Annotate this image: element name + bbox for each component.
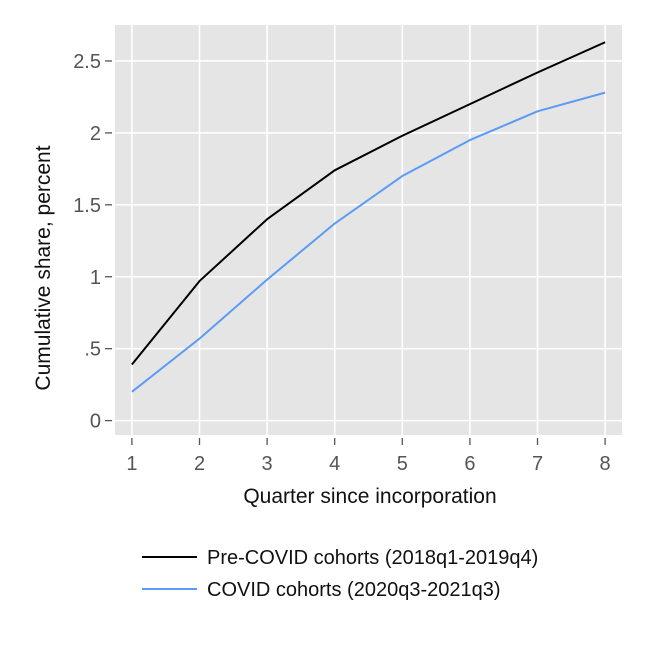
y-tick-label: 1 bbox=[90, 267, 101, 289]
y-tick-label: 2 bbox=[90, 123, 101, 145]
x-axis: 1 2 3 4 5 6 7 8 bbox=[126, 438, 611, 475]
x-tick-label: 1 bbox=[126, 453, 137, 475]
legend-label: COVID cohorts (2020q3-2021q3) bbox=[207, 579, 501, 601]
y-axis: 0 .5 1 1.5 2 2.5 bbox=[73, 51, 112, 433]
gridlines bbox=[115, 25, 622, 435]
plot-area bbox=[115, 25, 622, 435]
plot-background bbox=[115, 25, 622, 435]
legend: Pre-COVID cohorts (2018q1-2019q4) COVID c… bbox=[142, 547, 538, 601]
y-tick-label: .5 bbox=[84, 339, 101, 361]
x-tick-label: 2 bbox=[194, 453, 205, 475]
y-tick-label: 1.5 bbox=[73, 195, 101, 217]
y-tick-label: 0 bbox=[90, 411, 101, 433]
x-tick-label: 8 bbox=[600, 453, 611, 475]
series-line-1 bbox=[131, 41, 606, 366]
x-tick-label: 7 bbox=[532, 453, 543, 475]
x-axis-title: Quarter since incorporation bbox=[243, 485, 496, 508]
x-tick-label: 3 bbox=[262, 453, 273, 475]
x-tick-label: 5 bbox=[397, 453, 408, 475]
series-line-2 bbox=[131, 91, 606, 393]
x-tick-label: 4 bbox=[329, 453, 340, 475]
y-tick-label: 2.5 bbox=[73, 51, 101, 73]
x-tick-label: 6 bbox=[464, 453, 475, 475]
y-axis-title: Cumulative share, percent bbox=[32, 145, 55, 390]
legend-label: Pre-COVID cohorts (2018q1-2019q4) bbox=[207, 547, 538, 569]
series-lines bbox=[131, 41, 606, 393]
